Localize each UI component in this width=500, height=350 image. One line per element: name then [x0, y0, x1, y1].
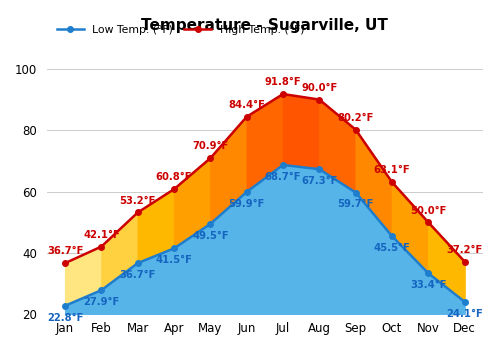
Text: 22.8°F: 22.8°F — [47, 313, 84, 322]
Text: 33.4°F: 33.4°F — [410, 280, 447, 290]
Text: 27.9°F: 27.9°F — [84, 297, 120, 307]
Text: 68.7°F: 68.7°F — [265, 172, 302, 182]
Text: 60.8°F: 60.8°F — [156, 173, 192, 182]
Text: 70.9°F: 70.9°F — [192, 141, 228, 152]
Text: 37.2°F: 37.2°F — [446, 245, 482, 255]
Title: Temperature - Sugarville, UT: Temperature - Sugarville, UT — [142, 18, 388, 33]
Text: 36.7°F: 36.7°F — [120, 270, 156, 280]
Text: 91.8°F: 91.8°F — [264, 77, 302, 87]
Text: 41.5°F: 41.5°F — [156, 255, 192, 265]
Text: 45.5°F: 45.5°F — [374, 243, 410, 253]
Text: 50.0°F: 50.0°F — [410, 205, 447, 216]
Text: 24.1°F: 24.1°F — [446, 309, 483, 318]
Text: 63.1°F: 63.1°F — [374, 165, 410, 175]
Text: 84.4°F: 84.4°F — [228, 100, 265, 110]
Text: 59.7°F: 59.7°F — [338, 199, 374, 209]
Text: 49.5°F: 49.5°F — [192, 231, 228, 240]
Text: 53.2°F: 53.2°F — [120, 196, 156, 206]
Text: 67.3°F: 67.3°F — [301, 176, 338, 186]
Text: 42.1°F: 42.1°F — [83, 230, 120, 240]
Legend: Low Temp. (°F), High Temp. (°F): Low Temp. (°F), High Temp. (°F) — [52, 20, 309, 39]
Text: 80.2°F: 80.2°F — [338, 113, 374, 123]
Text: 59.9°F: 59.9°F — [228, 199, 265, 209]
Text: 36.7°F: 36.7°F — [47, 246, 84, 256]
Text: 90.0°F: 90.0°F — [301, 83, 338, 93]
